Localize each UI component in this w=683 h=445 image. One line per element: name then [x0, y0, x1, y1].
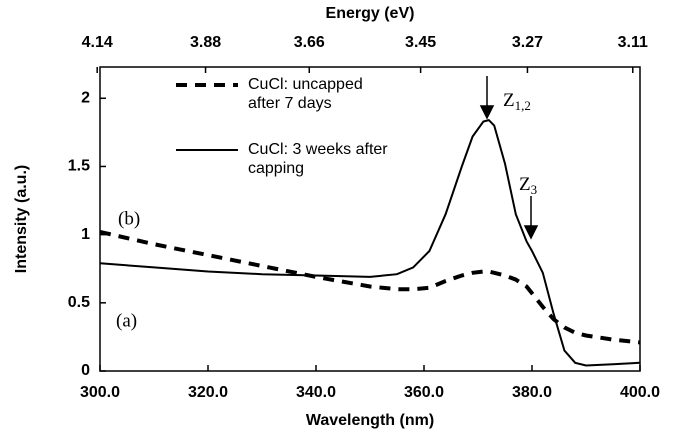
- annotation-sub: 3: [531, 182, 538, 197]
- x-tick-label: 400.0: [620, 384, 660, 401]
- x-tick-label: 300.0: [80, 384, 120, 401]
- legend-label: CuCl: uncapped after 7 days: [248, 76, 363, 112]
- arrow-head: [479, 105, 495, 120]
- annotation: (b): [118, 208, 140, 229]
- y-tick-label: 1.5: [68, 158, 90, 175]
- annotation-sub: 1,2: [515, 98, 531, 113]
- series-line: [99, 229, 641, 345]
- y-axis-title: Intensity (a.u.): [13, 165, 30, 273]
- plot-frame: [99, 66, 641, 372]
- x-tick-label: 320.0: [188, 384, 228, 401]
- x2-tick-label: 3.88: [190, 34, 221, 51]
- arrows: [479, 76, 539, 240]
- series-line: [99, 118, 641, 367]
- annotation: Z1,2: [503, 90, 531, 113]
- x2-tick-label: 4.14: [82, 34, 113, 51]
- y-tick-label: 0: [81, 362, 90, 379]
- y-tick-label: 2: [81, 89, 90, 106]
- x2-tick-label: 3.11: [618, 34, 648, 51]
- x2-tick-label: 3.45: [405, 34, 436, 51]
- x-tick-label: 380.0: [512, 384, 552, 401]
- x-tick-label: 340.0: [296, 384, 336, 401]
- y-tick-label: 0.5: [68, 294, 90, 311]
- y-tick-label: 1: [81, 226, 90, 243]
- x-axis-title: Wavelength (nm): [306, 412, 434, 429]
- legend-label: CuCl: 3 weeks after capping: [248, 141, 388, 177]
- annotation: Z3: [519, 174, 537, 197]
- arrow-head: [523, 225, 539, 240]
- x2-tick-label: 3.27: [512, 34, 543, 51]
- annotation-text: Z: [519, 174, 531, 195]
- x2-tick-label: 3.66: [294, 34, 325, 51]
- x2-axis-title: Energy (eV): [326, 5, 415, 22]
- annotation-text: Z: [503, 90, 515, 111]
- annotation: (a): [116, 310, 137, 331]
- x-tick-label: 360.0: [404, 384, 444, 401]
